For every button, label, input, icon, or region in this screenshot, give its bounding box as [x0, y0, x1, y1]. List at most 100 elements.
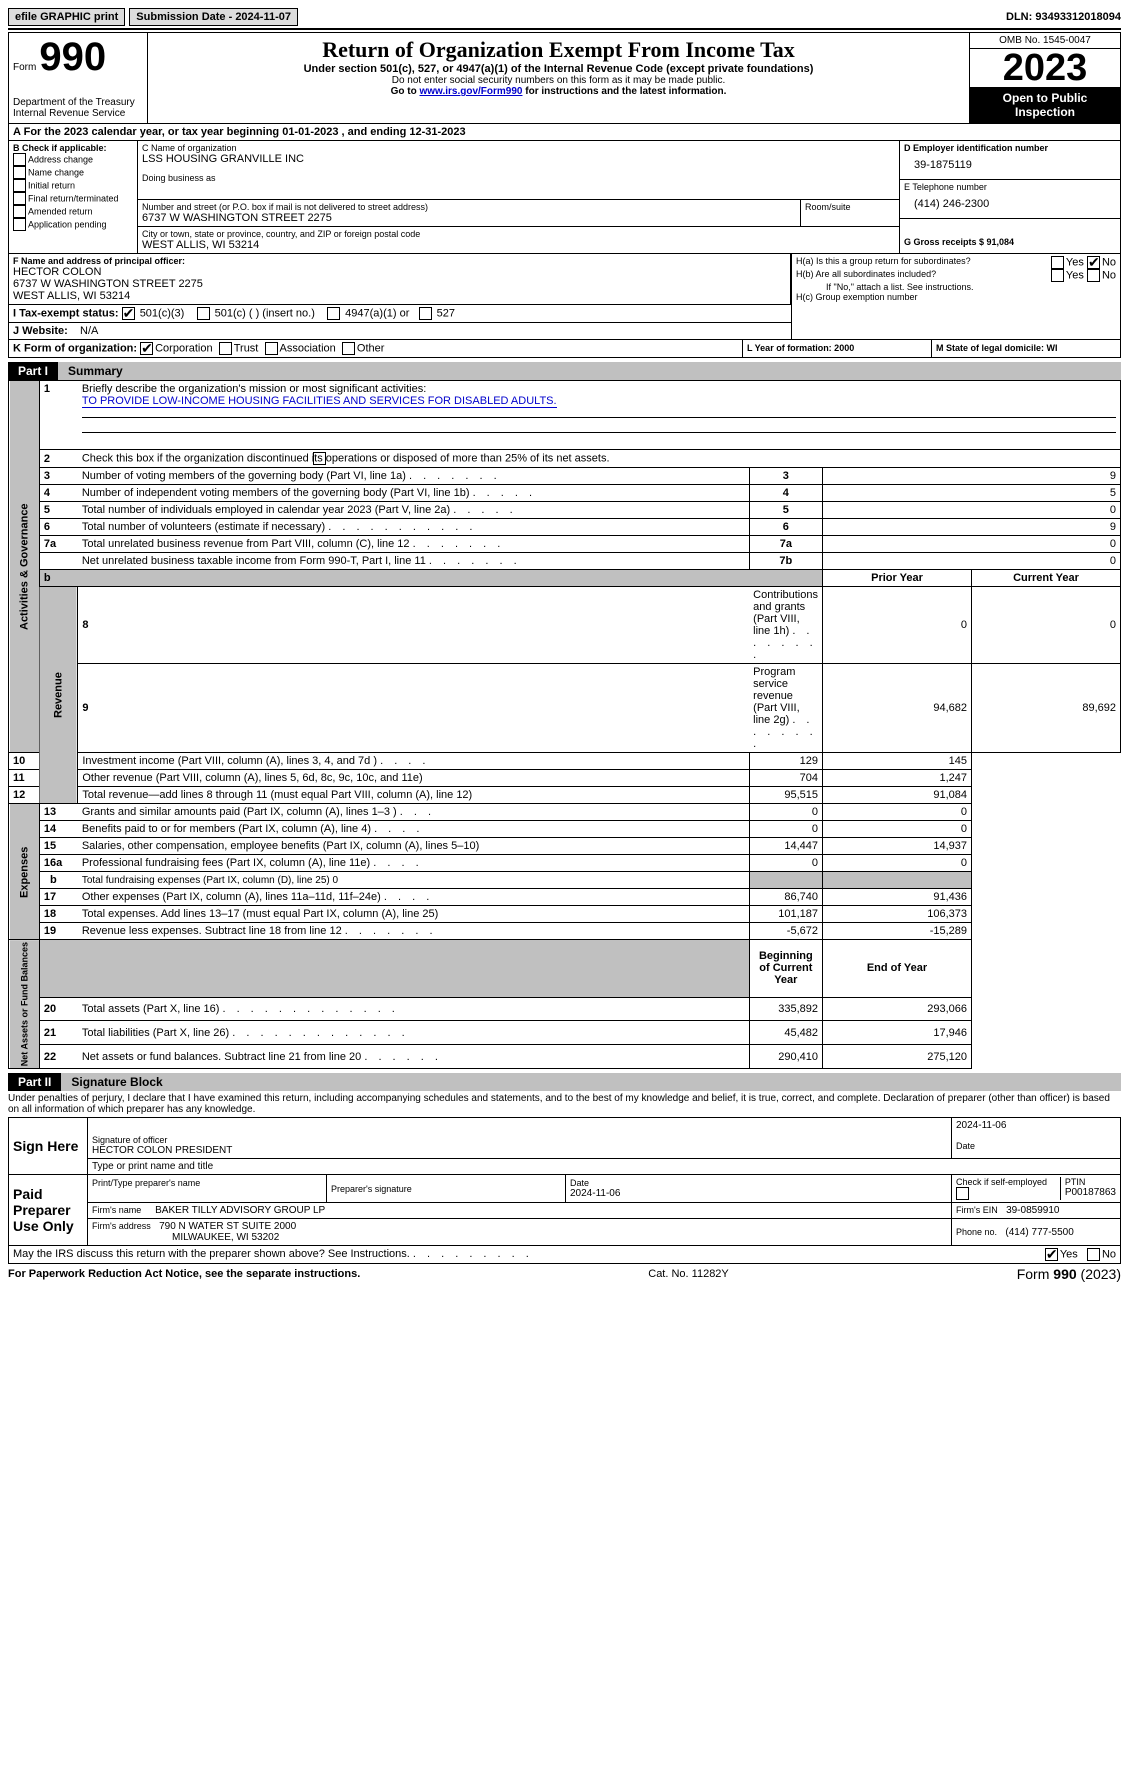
checkbox-self-employed[interactable]: [956, 1187, 969, 1200]
mission-label: Briefly describe the organization's miss…: [82, 383, 426, 395]
opt-application-pending: Application pending: [28, 219, 107, 229]
prep-date: 2024-11-06: [570, 1188, 947, 1199]
opt-corp: Corporation: [155, 342, 212, 354]
rev10c: 145: [823, 753, 972, 770]
opt-final-return: Final return/terminated: [28, 193, 119, 203]
org-city: WEST ALLIS, WI 53214: [142, 239, 895, 251]
prep-date-label: Date: [570, 1178, 947, 1188]
line3-text: Number of voting members of the governin…: [82, 470, 406, 482]
cat-no: Cat. No. 11282Y: [648, 1268, 729, 1280]
checkbox-discuss-yes[interactable]: [1045, 1248, 1058, 1261]
ein-value: 39-1875119: [904, 153, 1116, 177]
vtab-revenue: Revenue: [39, 587, 78, 804]
website-value: N/A: [80, 325, 98, 337]
opt-initial-return: Initial return: [28, 180, 75, 190]
vtab-activities: Activities & Governance: [9, 381, 40, 753]
opt-address-change: Address change: [28, 154, 93, 164]
line6-text: Total number of volunteers (estimate if …: [82, 521, 325, 533]
paid-preparer-label: Paid Preparer Use Only: [9, 1175, 88, 1246]
phone-label: Phone no.: [956, 1227, 997, 1237]
ha-yes: Yes: [1066, 256, 1084, 268]
checkbox-527[interactable]: [419, 307, 432, 320]
exp18c: 106,373: [823, 906, 972, 923]
checkbox-trust[interactable]: [219, 342, 232, 355]
hb-yes: Yes: [1066, 269, 1084, 281]
checkbox-discuss-no[interactable]: [1087, 1248, 1100, 1261]
officer-name: HECTOR COLON: [13, 266, 786, 278]
sign-here-label: Sign Here: [9, 1118, 88, 1175]
opt-501c: 501(c) ( ) (insert no.): [215, 307, 315, 319]
form-header: Form 990 Department of the Treasury Inte…: [8, 32, 1121, 124]
discuss-no: No: [1102, 1249, 1116, 1261]
ptin-value: P00187863: [1065, 1187, 1116, 1198]
box-c-name-label: C Name of organization: [142, 143, 895, 153]
efile-print-button[interactable]: efile GRAPHIC print: [8, 8, 125, 26]
hb-no: No: [1102, 269, 1116, 281]
box-ha-label: H(a) Is this a group return for subordin…: [796, 256, 1051, 269]
checkbox-4947[interactable]: [327, 307, 340, 320]
checkbox-amended-return[interactable]: [13, 205, 26, 218]
line15-text: Salaries, other compensation, employee b…: [82, 840, 479, 852]
exp13p: 0: [749, 804, 822, 821]
val-6: 9: [823, 519, 1121, 536]
checkbox-name-change[interactable]: [13, 166, 26, 179]
rev8p: 0: [823, 587, 972, 664]
box-m: M State of legal domicile: WI: [936, 343, 1058, 353]
checkbox-hb-no[interactable]: [1087, 269, 1100, 282]
rev10p: 129: [749, 753, 822, 770]
firm-addr1: 790 N WATER ST SUITE 2000: [159, 1221, 296, 1232]
firm-ein: 39-0859910: [1006, 1205, 1059, 1216]
date-label: Date: [956, 1141, 1116, 1151]
opt-other: Other: [357, 342, 385, 354]
submission-date-button[interactable]: Submission Date - 2024-11-07: [129, 8, 298, 26]
part2-title: Signature Block: [61, 1073, 1121, 1091]
rev9p: 94,682: [823, 664, 972, 753]
line-a-period: A For the 2023 calendar year, or tax yea…: [9, 124, 1120, 140]
exp16ac: 0: [823, 855, 972, 872]
line12-text: Total revenue—add lines 8 through 11 (mu…: [82, 789, 472, 801]
opt-amended-return: Amended return: [28, 206, 93, 216]
form-subtitle: Under section 501(c), 527, or 4947(a)(1)…: [152, 63, 965, 75]
discuss-text: May the IRS discuss this return with the…: [13, 1248, 410, 1260]
phone-value2: (414) 777-5500: [1005, 1227, 1073, 1238]
checkbox-ha-yes[interactable]: [1051, 256, 1064, 269]
checkbox-final-return[interactable]: [13, 192, 26, 205]
checkbox-501c3[interactable]: [122, 307, 135, 320]
opt-501c3: 501(c)(3): [140, 307, 185, 319]
firm-addr2: MILWAUKEE, WI 53202: [92, 1232, 279, 1243]
goto-suffix: for instructions and the latest informat…: [525, 86, 726, 97]
part2-tab: Part II: [8, 1073, 61, 1091]
checkbox-address-change[interactable]: [13, 153, 26, 166]
rev11c: 1,247: [823, 770, 972, 787]
checkbox-assoc[interactable]: [265, 342, 278, 355]
officer-signature-name: HECTOR COLON PRESIDENT: [92, 1145, 947, 1156]
addr-label: Number and street (or P.O. box if mail i…: [142, 202, 796, 212]
box-d-label: D Employer identification number: [904, 143, 1116, 153]
col-end: End of Year: [823, 940, 972, 998]
irs-link[interactable]: www.irs.gov/Form990: [419, 86, 522, 97]
line7b-text: Net unrelated business taxable income fr…: [82, 555, 426, 567]
declaration-text: Under penalties of perjury, I declare th…: [8, 1091, 1121, 1117]
opt-4947: 4947(a)(1) or: [345, 307, 409, 319]
line19-text: Revenue less expenses. Subtract line 18 …: [82, 925, 342, 937]
vtab-net: Net Assets or Fund Balances: [9, 940, 40, 1069]
open-to-public: Open to Public Inspection: [970, 87, 1120, 123]
checkbox-501c[interactable]: [197, 307, 210, 320]
checkbox-application-pending[interactable]: [13, 218, 26, 231]
checkbox-other[interactable]: [342, 342, 355, 355]
checkbox-ha-no[interactable]: [1087, 256, 1100, 269]
exp19c: -15,289: [823, 923, 972, 940]
opt-assoc: Association: [280, 342, 336, 354]
rev12c: 91,084: [823, 787, 972, 804]
checkbox-line2[interactable]: [313, 452, 326, 465]
checkbox-corp[interactable]: [140, 342, 153, 355]
checkbox-hb-yes[interactable]: [1051, 269, 1064, 282]
col-begin: Beginning of Current Year: [749, 940, 822, 998]
line20-text: Total assets (Part X, line 16): [82, 1003, 220, 1015]
checkbox-initial-return[interactable]: [13, 179, 26, 192]
pra-notice: For Paperwork Reduction Act Notice, see …: [8, 1268, 360, 1280]
box-hc-label: H(c) Group exemption number: [796, 292, 1116, 302]
part1-tab: Part I: [8, 362, 58, 380]
line14-text: Benefits paid to or for members (Part IX…: [82, 823, 371, 835]
box-k-label: K Form of organization:: [13, 342, 137, 354]
